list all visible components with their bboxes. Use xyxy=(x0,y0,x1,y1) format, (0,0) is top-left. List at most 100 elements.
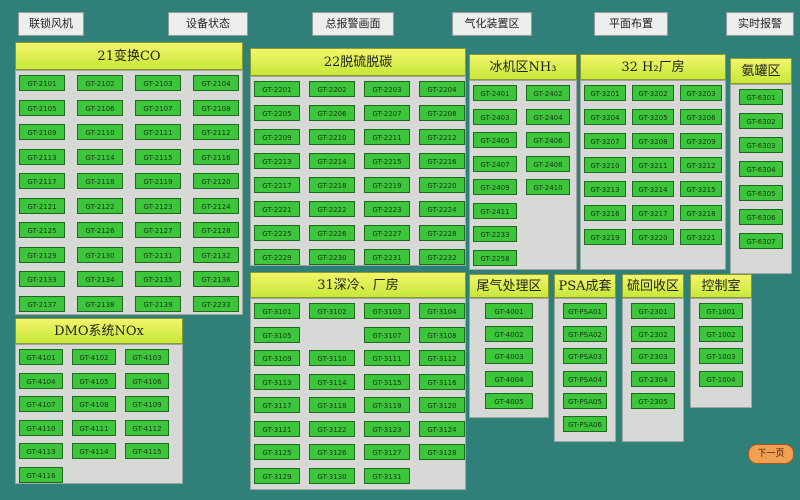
device-button[interactable]: GT-2101 xyxy=(19,75,65,91)
device-button[interactable]: GT-4105 xyxy=(72,372,116,389)
device-button[interactable]: GT-2127 xyxy=(135,222,181,238)
device-button[interactable]: GT-2401 xyxy=(473,85,517,101)
device-button[interactable]: GT-2407 xyxy=(473,155,517,172)
device-button[interactable]: GT-3125 xyxy=(254,444,300,460)
nav-button[interactable]: 气化装置区 xyxy=(452,12,532,36)
device-button[interactable]: GT-2227 xyxy=(364,225,410,241)
device-button[interactable]: GT-3217 xyxy=(632,205,674,221)
device-button[interactable]: GT-2213 xyxy=(254,153,300,169)
device-button[interactable]: GT-2125 xyxy=(19,222,65,238)
device-button[interactable]: GT-3131 xyxy=(364,467,410,484)
device-button[interactable]: GT-2116 xyxy=(193,148,239,165)
device-button[interactable]: GT-3110 xyxy=(309,350,355,366)
nav-button[interactable]: 总报警画面 xyxy=(312,12,394,36)
device-button[interactable]: GT-3201 xyxy=(584,85,626,101)
device-button[interactable]: GT-4108 xyxy=(72,396,116,412)
device-button[interactable]: GT-3123 xyxy=(364,420,410,437)
device-button[interactable]: GT-2258 xyxy=(473,249,517,266)
device-button[interactable]: GT-2104 xyxy=(193,75,239,91)
device-button[interactable]: GT-3115 xyxy=(364,373,410,390)
device-button[interactable]: GT-4104 xyxy=(19,372,63,389)
device-button[interactable]: GT-2404 xyxy=(526,108,570,125)
device-button[interactable]: GT-6307 xyxy=(739,233,783,249)
device-button[interactable]: GT-3207 xyxy=(584,133,626,149)
device-button[interactable]: GT-PSA04 xyxy=(563,370,607,387)
device-button[interactable]: GT-3211 xyxy=(632,157,674,173)
device-button[interactable]: GT-2231 xyxy=(364,249,410,265)
device-button[interactable]: GT-2409 xyxy=(473,179,517,195)
device-button[interactable]: GT-PSA06 xyxy=(563,415,607,432)
device-button[interactable]: GT-4107 xyxy=(19,396,63,412)
device-button[interactable]: GT-2109 xyxy=(19,124,65,140)
device-button[interactable]: GT-3121 xyxy=(254,420,300,437)
device-button[interactable]: GT-2220 xyxy=(419,177,465,193)
device-button[interactable]: GT-3127 xyxy=(364,444,410,460)
device-button[interactable]: GT-3119 xyxy=(364,397,410,413)
device-button[interactable]: GT-2222 xyxy=(309,201,355,217)
device-button[interactable]: GT-3122 xyxy=(309,420,355,437)
device-button[interactable]: GT-2405 xyxy=(473,132,517,148)
device-button[interactable]: GT-2301 xyxy=(631,303,675,319)
device-button[interactable]: GT-2131 xyxy=(135,246,181,263)
device-button[interactable]: GT-3117 xyxy=(254,397,300,413)
device-button[interactable]: GT-3108 xyxy=(419,326,465,343)
device-button[interactable]: GT-2137 xyxy=(19,295,65,312)
device-button[interactable]: GT-2113 xyxy=(19,148,65,165)
device-button[interactable]: GT-2410 xyxy=(526,179,570,195)
device-button[interactable]: GT-3120 xyxy=(419,397,465,413)
device-button[interactable]: GT-3215 xyxy=(680,181,722,197)
device-button[interactable]: GT-2111 xyxy=(135,124,181,140)
device-button[interactable]: GT-2110 xyxy=(77,124,123,140)
device-button[interactable]: GT-2129 xyxy=(19,246,65,263)
device-button[interactable]: GT-2403 xyxy=(473,108,517,125)
device-button[interactable]: GT-2214 xyxy=(309,153,355,169)
device-button[interactable]: GT-2123 xyxy=(135,197,181,214)
device-button[interactable]: GT-2219 xyxy=(364,177,410,193)
device-button[interactable]: GT-2203 xyxy=(364,81,410,97)
device-button[interactable]: GT-2105 xyxy=(19,99,65,116)
nav-button[interactable]: 设备状态 xyxy=(168,12,248,36)
device-button[interactable]: GT-3206 xyxy=(680,109,722,125)
device-button[interactable]: GT-6306 xyxy=(739,209,783,225)
device-button[interactable]: GT-2233 xyxy=(473,226,517,242)
device-button[interactable]: GT-2106 xyxy=(77,99,123,116)
device-button[interactable]: GT-4004 xyxy=(485,370,533,387)
nav-button[interactable]: 平面布置 xyxy=(594,12,668,36)
device-button[interactable]: GT-2221 xyxy=(254,201,300,217)
device-button[interactable]: GT-2233 xyxy=(193,295,239,312)
device-button[interactable]: GT-2225 xyxy=(254,225,300,241)
device-button[interactable]: GT-3103 xyxy=(364,303,410,319)
device-button[interactable]: GT-4003 xyxy=(485,348,533,364)
device-button[interactable]: GT-2304 xyxy=(631,370,675,387)
device-button[interactable]: GT-3208 xyxy=(632,133,674,149)
device-button[interactable]: GT-PSA05 xyxy=(563,393,607,409)
device-button[interactable]: GT-2215 xyxy=(364,153,410,169)
device-button[interactable]: GT-2211 xyxy=(364,129,410,145)
device-button[interactable]: GT-4112 xyxy=(125,419,169,436)
device-button[interactable]: GT-2406 xyxy=(526,132,570,148)
device-button[interactable]: GT-3114 xyxy=(309,373,355,390)
device-button[interactable]: GT-4001 xyxy=(485,303,533,319)
device-button[interactable]: GT-2122 xyxy=(77,197,123,214)
device-button[interactable]: GT-3213 xyxy=(584,181,626,197)
device-button[interactable]: GT-3107 xyxy=(364,326,410,343)
device-button[interactable]: GT-2205 xyxy=(254,105,300,121)
device-button[interactable]: GT-6304 xyxy=(739,161,783,177)
device-button[interactable]: GT-2138 xyxy=(77,295,123,312)
device-button[interactable]: GT-6301 xyxy=(739,89,783,105)
device-button[interactable]: GT-PSA01 xyxy=(563,303,607,319)
device-button[interactable]: GT-6303 xyxy=(739,137,783,153)
device-button[interactable]: GT-3205 xyxy=(632,109,674,125)
device-button[interactable]: GT-2132 xyxy=(193,246,239,263)
device-button[interactable]: GT-2230 xyxy=(309,249,355,265)
nav-button[interactable]: 联锁风机 xyxy=(18,12,84,36)
device-button[interactable]: GT-2201 xyxy=(254,81,300,97)
device-button[interactable]: GT-2209 xyxy=(254,129,300,145)
device-button[interactable]: GT-1003 xyxy=(699,348,743,364)
device-button[interactable]: GT-3204 xyxy=(584,109,626,125)
device-button[interactable]: GT-3124 xyxy=(419,420,465,437)
device-button[interactable]: GT-3129 xyxy=(254,467,300,484)
device-button[interactable]: GT-4115 xyxy=(125,443,169,459)
device-button[interactable]: GT-3126 xyxy=(309,444,355,460)
device-button[interactable]: GT-2107 xyxy=(135,99,181,116)
